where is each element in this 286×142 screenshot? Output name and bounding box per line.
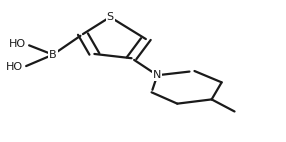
- Text: B: B: [49, 50, 57, 60]
- Text: N: N: [153, 70, 162, 80]
- Text: HO: HO: [9, 39, 26, 49]
- Text: HO: HO: [6, 62, 23, 72]
- Text: S: S: [107, 12, 114, 22]
